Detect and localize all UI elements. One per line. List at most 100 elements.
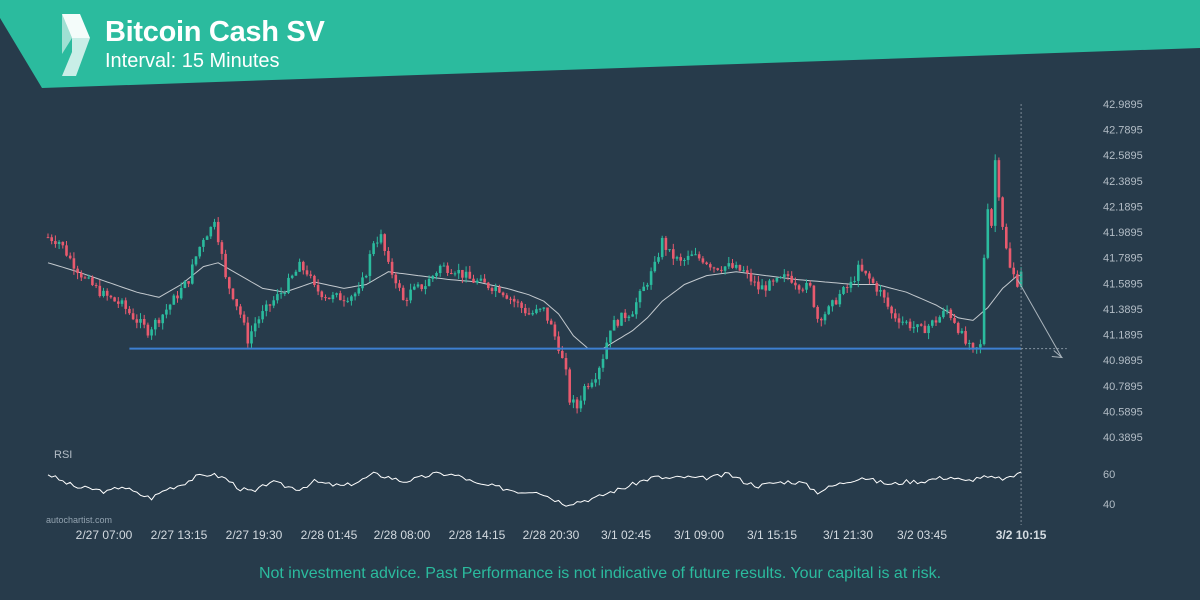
candle-down [80, 273, 83, 278]
candle-down [860, 264, 864, 271]
candle-up [690, 254, 694, 256]
candle-down [224, 253, 227, 278]
candle-down [908, 321, 912, 329]
candle-down [820, 318, 823, 321]
candle-down [98, 285, 102, 297]
candle-up [376, 242, 379, 244]
candle-up [279, 293, 283, 295]
candle-up [912, 327, 916, 329]
candle-up [346, 300, 349, 302]
candle-down [934, 320, 938, 323]
candle-up [250, 331, 253, 344]
candle-down [679, 257, 682, 261]
candle-up [649, 271, 653, 285]
candle-up [901, 321, 904, 323]
candle-up [727, 263, 731, 267]
candle-up [831, 300, 834, 307]
candle-down [757, 281, 760, 290]
candle-up [335, 293, 338, 295]
candle-down [501, 292, 505, 296]
candle-down [923, 325, 927, 334]
candle-up [165, 309, 168, 315]
candle-down [749, 272, 753, 282]
candle-up [361, 277, 364, 289]
candle-up [849, 281, 853, 288]
time-tick-label: 2/27 07:00 [76, 528, 133, 542]
candle-up [183, 281, 187, 289]
price-tick-label: 41.3895 [1103, 304, 1143, 316]
candle-down [324, 297, 327, 299]
candle-down [113, 297, 116, 302]
instrument-title: Bitcoin Cash SV [105, 16, 325, 48]
candle-up [276, 294, 279, 301]
candle-up [905, 321, 908, 323]
candle-down [446, 265, 449, 273]
price-tick-label: 40.5895 [1103, 406, 1143, 418]
candle-up [612, 320, 616, 331]
rsi-panel: RSI 60 40 [47, 449, 1115, 511]
candle-up [742, 270, 745, 272]
price-tick-label: 40.3895 [1103, 432, 1143, 444]
candle-up [598, 367, 601, 380]
candle-up [283, 292, 287, 294]
candle-up [945, 309, 949, 311]
candle-down [142, 319, 146, 325]
candle-down [812, 285, 816, 307]
candle-down [1016, 274, 1019, 287]
price-tick-label: 42.5895 [1103, 150, 1143, 162]
projection-arrowhead [1051, 350, 1064, 359]
candle-up [982, 257, 986, 345]
candle-down [964, 331, 967, 344]
candle-up [827, 306, 830, 315]
candle-up [775, 277, 779, 282]
candle-up [783, 274, 786, 277]
candle-up [723, 266, 727, 271]
candle-down [764, 285, 768, 291]
candle-up [198, 246, 201, 257]
candle-down [527, 313, 531, 315]
candle-up [993, 160, 997, 226]
candle-down [128, 308, 131, 314]
candle-down [949, 309, 953, 318]
candle-up [202, 239, 205, 247]
candle-down [553, 324, 557, 337]
time-tick-label: 3/1 15:15 [747, 528, 797, 542]
candle-down [239, 306, 242, 315]
candle-up [191, 264, 194, 284]
candle-down [868, 273, 871, 279]
candle-down [871, 278, 875, 283]
candle-down [701, 258, 705, 263]
rsi-label: RSI [54, 449, 72, 461]
candle-down [117, 301, 120, 304]
candle-up [675, 257, 679, 259]
candle-down [309, 274, 312, 276]
watermark-text: autochartist.com [46, 515, 113, 525]
candle-up [686, 255, 690, 260]
time-tick-label: 2/28 14:15 [449, 528, 506, 542]
candle-down [187, 281, 190, 284]
candle-down [509, 298, 512, 300]
price-tick-label: 40.9895 [1103, 355, 1143, 367]
candle-up [290, 275, 294, 278]
candle-down [50, 237, 53, 242]
candle-up [631, 314, 634, 317]
candle-up [257, 319, 261, 324]
candle-down [228, 277, 231, 289]
candle-up [205, 236, 209, 240]
candle-up [938, 317, 941, 323]
time-tick-label: 2/28 20:30 [523, 528, 580, 542]
candle-down [342, 300, 346, 302]
header-band [0, 0, 1200, 88]
candle-down [512, 298, 516, 302]
time-tick-label: 3/1 21:30 [823, 528, 873, 542]
candle-down [897, 318, 901, 323]
candle-down [246, 322, 250, 344]
price-tick-label: 41.1895 [1103, 330, 1143, 342]
candle-down [971, 342, 975, 349]
candle-down [235, 299, 238, 307]
candle-up [857, 264, 860, 281]
candle-down [302, 261, 305, 271]
candle-down [568, 369, 571, 403]
candle-up [154, 319, 157, 330]
candle-down [794, 282, 797, 286]
